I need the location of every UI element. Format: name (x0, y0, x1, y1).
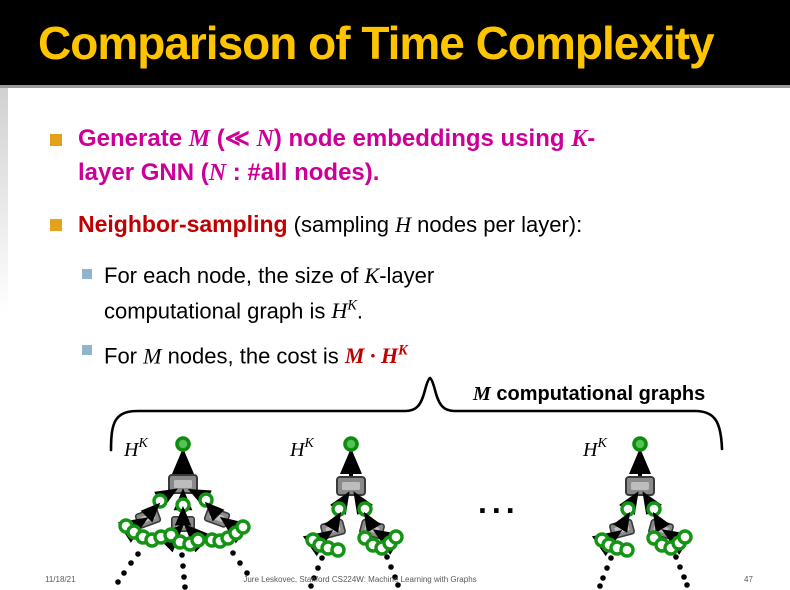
footer-page-number: 47 (744, 575, 753, 584)
edge-arrow (204, 501, 225, 522)
sample-node-icon (152, 493, 168, 509)
dotted-continuation (115, 550, 250, 590)
text-segment: : #all nodes). (226, 159, 380, 186)
bullet-generate-embeddings: Generate M (≪ N) node embeddings using K… (78, 122, 595, 190)
cost-formula: M · HK (345, 343, 408, 368)
math-var-H: H (380, 343, 399, 369)
bullet-neighbor-sampling: Neighbor-sampling (sampling H nodes per … (78, 209, 582, 240)
computational-graph-3 (596, 438, 691, 589)
neighbor-sampling-heading: Neighbor-sampling (78, 211, 288, 237)
math-var-K: K (364, 263, 380, 288)
text-segment: layer GNN ( (78, 159, 209, 186)
edge-arrow (363, 511, 382, 533)
text-segment: For (104, 343, 144, 369)
leaf-node-icon (235, 519, 251, 535)
bullet-line: Generate M (≪ N) node embeddings using K… (78, 122, 595, 156)
computational-graph-1 (115, 436, 251, 590)
text-segment: -layer (379, 263, 435, 288)
bullet-line: For each node, the size of K-layer (104, 260, 434, 291)
text-segment: nodes, the cost is (161, 343, 345, 369)
sample-node-icon (331, 501, 347, 517)
hk-label-1: HK (123, 436, 148, 461)
edge-arrow (323, 511, 342, 533)
dotted-continuation (308, 554, 401, 589)
left-edge-shadow (0, 88, 8, 313)
sub-bullet-total-cost: For M nodes, the cost is M · HK (104, 336, 408, 371)
aggregator-box-icon (168, 474, 198, 494)
footer-date: 11/18/21 (45, 575, 76, 584)
hk-label-2: HK (289, 436, 314, 461)
sub-bullet-marker-icon (82, 269, 92, 279)
slide-title: Comparison of Time Complexity (38, 17, 715, 69)
math-var-N: N (208, 160, 227, 186)
text-segment: computational graphs (490, 383, 706, 405)
sample-node-icon (198, 492, 214, 508)
math-var-M: M (143, 343, 162, 369)
aggregator-box-icon (336, 476, 366, 496)
math-var-M: M (473, 383, 491, 405)
text-segment: computational graph is (104, 298, 332, 324)
sample-node-icon (175, 497, 191, 513)
brace-annotation: M computational graphs (473, 383, 705, 406)
math-sup-K: K (398, 343, 408, 359)
bullet-line: computational graph is HK. (104, 291, 434, 326)
ellipsis-dots: ... (478, 484, 520, 520)
bullet-marker-icon (50, 219, 62, 231)
math-var-K: K (571, 126, 588, 152)
title-bar: Comparison of Time Complexity (0, 0, 790, 88)
text-segment: nodes per layer): (411, 212, 583, 237)
sample-node-icon (357, 501, 373, 517)
math-var-M: M (188, 126, 211, 152)
aggregator-box-icon (203, 505, 231, 529)
overbrace (109, 376, 724, 452)
text-segment: ) node embeddings using (273, 125, 572, 152)
sub-bullet-graph-size: For each node, the size of K-layer compu… (104, 260, 434, 326)
bullet-line: layer GNN (N : #all nodes). (78, 156, 595, 190)
sub-bullet-marker-icon (82, 345, 92, 355)
text-segment: - (587, 125, 596, 152)
math-var-H: H (331, 298, 348, 324)
root-node-icon (343, 436, 359, 452)
math-var-M: M (344, 343, 365, 369)
computational-graphs-diagram: HK HK HK (109, 376, 724, 590)
text-segment: (sampling (287, 212, 396, 237)
math-dot: · (364, 343, 381, 369)
edge-arrow (140, 502, 161, 523)
hk-label-3: HK (582, 436, 607, 461)
leaf-node-icon (330, 542, 346, 558)
leaf-node-icon (388, 529, 404, 545)
computational-graph-2 (302, 436, 404, 589)
bullet-marker-icon (50, 134, 62, 146)
text-segment: . (356, 298, 364, 324)
text-segment: (sampling H nodes per layer): (288, 212, 583, 237)
math-var-H: H (395, 212, 412, 237)
math-var-N: N (256, 126, 274, 152)
math-H-pow-K: HK (331, 298, 356, 323)
footer-credit: Jure Leskovec, Stanford CS224W: Machine … (243, 575, 477, 584)
leaf-node-icon (190, 532, 206, 548)
math-sup-K: K (347, 298, 357, 314)
text-segment: Generate (78, 125, 189, 152)
text-segment: (≪ (210, 125, 257, 152)
text-segment: For each node, the size of (104, 263, 365, 288)
root-node-icon (175, 436, 191, 452)
